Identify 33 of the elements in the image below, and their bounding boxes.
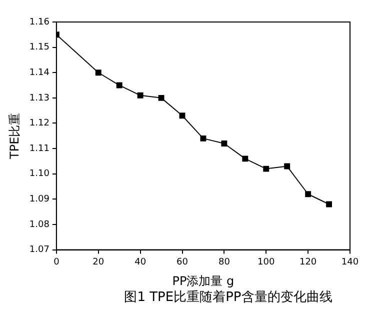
point [242,156,248,162]
y-tick-label: 1.07 [29,245,50,256]
point [326,201,332,208]
x-tick-label: 60 [176,258,188,268]
point [263,166,270,172]
x-tick-label: 100 [258,258,275,268]
y-tick-label: 1.12 [29,118,50,129]
point [179,112,186,119]
x-tick-label: 140 [341,258,359,268]
x-tick-label: 20 [92,258,104,268]
x-axis-title: PP添加量 g [172,274,234,288]
x-tick-label: 80 [218,258,230,268]
point [284,163,290,170]
x-tick-label: 0 [54,258,60,268]
point [158,94,164,101]
y-tick-label: 1.15 [29,42,50,53]
y-tick-label: 1.10 [29,169,50,180]
point [221,140,228,146]
y-axis-title: TPE比重 [7,112,22,160]
point [95,70,102,76]
y-tick-label: 1.14 [29,68,50,78]
y-tick-label: 1.13 [29,93,50,104]
caption: 图1 TPE比重随着PP含量的变化曲线 [124,289,332,305]
y-tick-label: 1.11 [29,144,50,154]
point [305,191,312,198]
point [137,92,144,98]
point [200,135,206,142]
y-tick-label: 1.09 [29,194,50,205]
y-tick-label: 1.08 [29,220,50,230]
x-tick-label: 40 [134,258,146,268]
y-tick-label: 1.16 [29,17,50,28]
x-tick-label: 120 [299,258,317,268]
point [116,82,122,88]
